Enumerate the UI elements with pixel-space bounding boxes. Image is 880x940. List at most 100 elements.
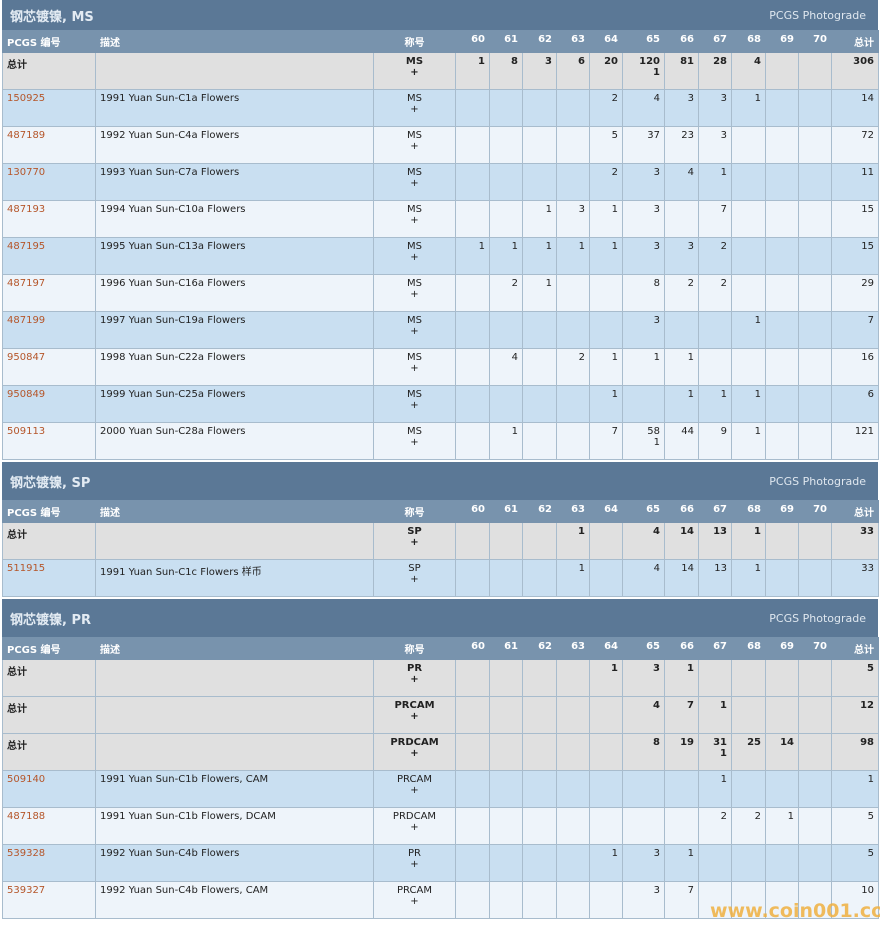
photograde-link[interactable]: PCGS Photograde — [769, 611, 866, 625]
pcgs-number-link[interactable]: 487199 — [7, 315, 46, 326]
plus-marker[interactable]: + — [410, 859, 419, 870]
designation: MS — [407, 130, 422, 141]
grade-count-cell — [798, 237, 832, 275]
grade-count-cell — [522, 89, 557, 127]
coin-row: 487188 1991 Yuan Sun-C1b Flowers, DCAM PRD… — [2, 807, 879, 845]
grade-count-cell: 1 — [589, 385, 623, 423]
pcgs-number-link[interactable]: 487195 — [7, 241, 46, 252]
description: 1992 Yuan Sun-C4b Flowers — [100, 848, 240, 859]
pcgs-number-link[interactable]: 487188 — [7, 811, 46, 822]
plus-marker[interactable]: + — [410, 674, 419, 685]
grade-count-cell: 13 — [698, 522, 732, 560]
grade-count-cell — [731, 274, 766, 312]
grade-count: 37 — [647, 130, 660, 141]
plus-marker[interactable]: + — [410, 748, 419, 759]
plus-marker[interactable]: + — [410, 785, 419, 796]
column-header: 70 — [798, 30, 832, 53]
photograde-link[interactable]: PCGS Photograde — [769, 8, 866, 22]
grade-count: 3 — [653, 204, 660, 215]
grade-count: 1 — [687, 389, 694, 400]
pcgs-number-link[interactable]: 487193 — [7, 204, 46, 215]
photograde-link[interactable]: PCGS Photograde — [769, 474, 866, 488]
plus-marker[interactable]: + — [410, 574, 419, 585]
grade-count-cell — [698, 844, 732, 882]
grade-count-cell — [489, 696, 523, 734]
grade-count-cell: 1 — [664, 348, 699, 386]
designation: PRDCAM — [392, 811, 437, 822]
grade-count: 4 — [653, 93, 660, 104]
grade-count-cell — [455, 385, 490, 423]
pcgs-number-link[interactable]: 539328 — [7, 848, 46, 859]
column-header: 70 — [798, 500, 832, 523]
grade-count: 1 — [720, 389, 727, 400]
description: 1996 Yuan Sun-C16a Flowers — [100, 278, 246, 289]
grade-count: 7 — [687, 700, 694, 711]
grade-count-cell — [765, 126, 799, 164]
plus-marker[interactable]: + — [410, 896, 419, 907]
pcgs-number-link[interactable]: 511915 — [7, 563, 46, 574]
pcgs-number-link[interactable]: 950849 — [7, 389, 46, 400]
grade-count-cell — [765, 770, 799, 808]
pcgs-number-cell: 总计 — [2, 52, 96, 90]
grade-count: 1 — [478, 56, 485, 67]
grade-count: 3 — [578, 204, 585, 215]
pcgs-number-link[interactable]: 150925 — [7, 93, 46, 104]
pcgs-number-cell: 487195 — [2, 237, 96, 275]
pcgs-number-link[interactable]: 130770 — [7, 167, 46, 178]
pcgs-number-cell: 130770 — [2, 163, 96, 201]
plus-marker[interactable]: + — [410, 537, 419, 548]
description-cell: 1997 Yuan Sun-C19a Flowers — [95, 311, 374, 349]
plus-marker[interactable]: + — [410, 363, 419, 374]
grade-count-cell — [765, 200, 799, 238]
pcgs-number-link[interactable]: 487197 — [7, 278, 46, 289]
plus-marker[interactable]: + — [410, 141, 419, 152]
plus-marker[interactable]: + — [410, 437, 419, 448]
pcgs-number-link[interactable]: 539327 — [7, 885, 46, 896]
column-header: 65 — [622, 637, 665, 660]
grade-count: 3 — [653, 848, 660, 859]
grade-count-cell: 44 — [664, 422, 699, 460]
grade-count-cell: 3 — [622, 163, 665, 201]
coin-row: 539327 1992 Yuan Sun-C4b Flowers, CAM PRCA… — [2, 881, 879, 919]
grade-count: 1 — [611, 204, 618, 215]
grade-count-cell — [489, 89, 523, 127]
pcgs-number-cell: 509113 — [2, 422, 96, 460]
grade-count-cell — [731, 237, 766, 275]
designation: MS — [407, 352, 422, 363]
plus-marker[interactable]: + — [410, 104, 419, 115]
pcgs-number-link[interactable]: 509113 — [7, 426, 46, 437]
total-count: 1 — [867, 774, 874, 785]
grade-count-cell — [556, 422, 590, 460]
description: 1991 Yuan Sun-C1c Flowers 样币 — [100, 567, 262, 578]
plus-count: 1 — [653, 437, 660, 448]
grade-count-cell — [489, 844, 523, 882]
plus-marker[interactable]: + — [410, 822, 419, 833]
grade-count-cell: 1 — [556, 559, 590, 597]
plus-marker[interactable]: + — [410, 326, 419, 337]
plus-marker[interactable]: + — [410, 711, 419, 722]
total-count: 72 — [861, 130, 874, 141]
pcgs-number-link[interactable]: 950847 — [7, 352, 46, 363]
description: 1991 Yuan Sun-C1b Flowers, CAM — [100, 774, 269, 785]
plus-marker[interactable]: + — [410, 215, 419, 226]
column-header: 69 — [765, 30, 799, 53]
designation: MS — [407, 426, 422, 437]
plus-marker[interactable]: + — [410, 289, 419, 300]
grade-count: 3 — [653, 315, 660, 326]
plus-marker[interactable]: + — [410, 178, 419, 189]
grade-count-cell — [765, 348, 799, 386]
header-row: PCGS 编号 描述 称号 60 61 62 63 64 65 66 67 68 69 70 总计 — [2, 637, 879, 660]
plus-marker[interactable]: + — [410, 67, 419, 78]
pcgs-number-cell: 总计 — [2, 696, 96, 734]
coin-row: 487199 1997 Yuan Sun-C19a Flowers MS +3 1 7 — [2, 311, 879, 349]
pcgs-number-link[interactable]: 509140 — [7, 774, 46, 785]
grade-count-cell: 2 — [556, 348, 590, 386]
plus-marker[interactable]: + — [410, 400, 419, 411]
column-header: 63 — [556, 30, 590, 53]
grade-count: 1 — [511, 241, 518, 252]
plus-marker[interactable]: + — [410, 252, 419, 263]
grade-count-cell — [522, 659, 557, 697]
pcgs-number-link[interactable]: 487189 — [7, 130, 46, 141]
grade-count: 4 — [653, 700, 660, 711]
grade-count-cell — [589, 274, 623, 312]
